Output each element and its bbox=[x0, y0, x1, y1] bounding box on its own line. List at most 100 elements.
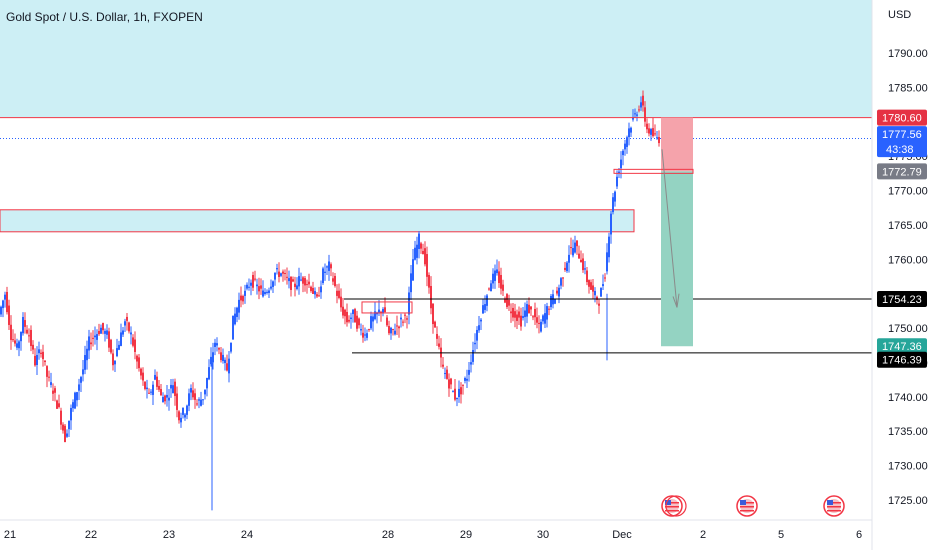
candle-body bbox=[606, 252, 608, 272]
candle-body bbox=[82, 369, 84, 375]
current-price-badge bbox=[877, 126, 927, 158]
candle-body bbox=[28, 335, 30, 337]
candle-body bbox=[574, 242, 576, 253]
candle-body bbox=[284, 273, 286, 275]
candle-body bbox=[282, 271, 284, 274]
candle-body bbox=[140, 368, 142, 376]
candle-body bbox=[448, 379, 450, 389]
entry-price-badge bbox=[877, 163, 927, 180]
candle-body bbox=[126, 316, 128, 321]
candle-body bbox=[514, 311, 516, 318]
us-event-icon[interactable] bbox=[823, 495, 845, 517]
candle-body bbox=[436, 333, 438, 339]
candle-body bbox=[500, 275, 502, 289]
candle-body bbox=[336, 290, 338, 296]
us-event-icon[interactable] bbox=[736, 495, 758, 517]
candle-body bbox=[464, 378, 466, 381]
candle-body bbox=[554, 299, 556, 304]
candle-body bbox=[332, 278, 334, 282]
candle-body bbox=[64, 425, 66, 443]
candle-body bbox=[432, 303, 434, 325]
candle-body bbox=[226, 363, 228, 371]
candle-body bbox=[106, 330, 108, 335]
x-tick-label: 5 bbox=[778, 529, 784, 541]
candle-body bbox=[588, 280, 590, 287]
candle-body bbox=[572, 248, 574, 256]
candle-body bbox=[342, 306, 344, 316]
candle-body bbox=[74, 392, 76, 409]
stop-price-badge bbox=[877, 109, 927, 126]
candle-body bbox=[176, 393, 178, 410]
candle-body bbox=[138, 357, 140, 369]
candle-body bbox=[526, 304, 528, 317]
us-event-icon[interactable] bbox=[661, 495, 687, 517]
x-tick-label: 28 bbox=[382, 529, 394, 541]
candle-body bbox=[132, 337, 134, 346]
candle-body bbox=[548, 308, 550, 310]
x-tick-label: 2 bbox=[700, 529, 706, 541]
candle-body bbox=[66, 433, 68, 437]
candle-body bbox=[170, 384, 172, 389]
candle-body bbox=[172, 385, 174, 393]
candle-body bbox=[268, 290, 270, 293]
candle-body bbox=[350, 317, 352, 320]
candle-body bbox=[96, 334, 98, 340]
candle-body bbox=[594, 290, 596, 296]
stop-price-badge-text: 1780.60 bbox=[882, 113, 922, 125]
candle-body bbox=[550, 295, 552, 308]
candle-body bbox=[622, 150, 624, 156]
target-price-badge-text: 1747.36 bbox=[882, 341, 922, 353]
drawings[interactable] bbox=[0, 117, 872, 517]
candle-body bbox=[292, 279, 294, 282]
candle-body bbox=[430, 285, 432, 309]
candle-body bbox=[130, 332, 132, 335]
candle-body bbox=[178, 411, 180, 421]
candle-body bbox=[152, 384, 154, 395]
candle-body bbox=[620, 159, 622, 169]
candle-body bbox=[530, 306, 532, 310]
candle-body bbox=[334, 275, 336, 287]
candle-body bbox=[392, 329, 394, 331]
candle-body bbox=[306, 284, 308, 286]
candle-body bbox=[0, 306, 2, 315]
flag-stripe bbox=[740, 506, 754, 508]
candle-body bbox=[222, 354, 224, 362]
candle-body bbox=[16, 343, 18, 348]
small-zone-box bbox=[361, 301, 413, 314]
candle-body bbox=[410, 273, 412, 293]
candle-body bbox=[8, 305, 10, 325]
candle-body bbox=[482, 305, 484, 314]
flag-stripe bbox=[740, 502, 754, 504]
candle-body bbox=[58, 403, 60, 407]
candle-body bbox=[34, 355, 36, 366]
candle-body bbox=[536, 317, 538, 323]
candle-body bbox=[360, 329, 362, 331]
y-tick-label: 1765.00 bbox=[888, 220, 928, 232]
candle-body bbox=[230, 342, 232, 352]
candle-body bbox=[378, 309, 380, 313]
y-tick-label: 1750.00 bbox=[888, 323, 928, 335]
candle-body bbox=[590, 282, 592, 290]
candle-body bbox=[396, 325, 398, 327]
currency-label: USD bbox=[888, 9, 912, 21]
candle-body bbox=[316, 294, 318, 297]
candle-body bbox=[146, 387, 148, 390]
candle-body bbox=[294, 283, 296, 287]
candle-body bbox=[322, 268, 324, 284]
candle-body bbox=[626, 137, 628, 147]
candle-body bbox=[296, 285, 298, 289]
candle-body bbox=[190, 388, 192, 393]
candle-body bbox=[558, 287, 560, 297]
flag-stripe bbox=[827, 502, 841, 504]
candle-body bbox=[412, 259, 414, 281]
candle-body bbox=[256, 284, 258, 287]
candle-body bbox=[532, 316, 534, 318]
candle-body bbox=[456, 397, 458, 400]
x-tick-label: 30 bbox=[537, 529, 549, 541]
candle-body bbox=[424, 248, 426, 265]
x-tick-label: 21 bbox=[4, 529, 16, 541]
candle-body bbox=[270, 286, 272, 289]
candle-body bbox=[122, 330, 124, 335]
